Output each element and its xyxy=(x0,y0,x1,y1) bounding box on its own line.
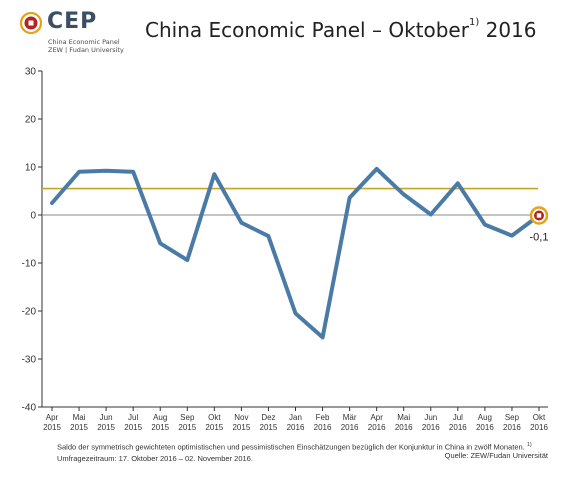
x-tick-label-year: 2015 xyxy=(205,423,223,432)
chart-title-footnote-marker: 1) xyxy=(468,17,480,28)
x-tick-label-year: 2015 xyxy=(232,423,250,432)
y-tick-label: -30 xyxy=(22,355,37,366)
x-tick-label-year: 2015 xyxy=(151,423,169,432)
y-tick-label: 10 xyxy=(25,163,37,174)
x-tick-label-month: Mai xyxy=(73,413,86,422)
x-tick-label-year: 2016 xyxy=(476,423,494,432)
cep-logo: CEP China Economic Panel ZEW | Fudan Uni… xyxy=(20,8,130,54)
y-tick-label: -40 xyxy=(22,403,37,414)
x-tick-label-month: Okt xyxy=(208,413,221,422)
chart-title: China Economic Panel – Oktober1) 2016 xyxy=(145,17,537,42)
x-tick-label-month: Jun xyxy=(424,413,437,422)
footnote: Saldo der symmetrisch gewichteten optimi… xyxy=(57,440,552,464)
x-tick-label-year: 2015 xyxy=(260,423,278,432)
series-line xyxy=(50,166,541,340)
x-tick-label-year: 2016 xyxy=(530,423,548,432)
y-tick-label: 0 xyxy=(30,211,36,222)
x-tick-label-year: 2015 xyxy=(97,423,115,432)
x-tick-label-year: 2016 xyxy=(287,423,305,432)
y-tick-label: 20 xyxy=(25,115,37,126)
x-tick-label-month: Mär xyxy=(343,413,357,422)
x-tick-label-month: Nov xyxy=(234,413,248,422)
x-tick-label-year: 2016 xyxy=(422,423,440,432)
x-tick-label-month: Aug xyxy=(478,413,492,422)
last-value-label: -0,1 xyxy=(530,231,549,243)
x-tick-label-month: Jan xyxy=(289,413,302,422)
x-tick-label-month: Feb xyxy=(316,413,330,422)
logo-subtitle-line1: China Economic Panel xyxy=(48,38,120,46)
x-tick-label-year: 2016 xyxy=(395,423,413,432)
x-tick-label-month: Okt xyxy=(533,413,546,422)
footnote-marker: 1) xyxy=(526,442,532,448)
x-tick-label-year: 2016 xyxy=(503,423,521,432)
chart-title-main: China Economic Panel – Oktober xyxy=(145,18,469,42)
footnote-text: Saldo der symmetrisch gewichteten optimi… xyxy=(57,442,527,452)
y-tick-label: 30 xyxy=(25,67,37,78)
x-tick-label-month: Apr xyxy=(370,413,383,422)
x-tick-label-year: 2016 xyxy=(449,423,467,432)
logo-subtitle-line2: ZEW | Fudan University xyxy=(48,46,124,54)
last-point-marker-center xyxy=(536,213,542,218)
x-tick-label-month: Sep xyxy=(505,413,520,422)
y-tick-label: -10 xyxy=(22,259,37,270)
x-tick-label-year: 2015 xyxy=(124,423,142,432)
x-tick-label-month: Sep xyxy=(180,413,195,422)
x-tick-label-month: Aug xyxy=(153,413,167,422)
x-tick-label-year: 2016 xyxy=(341,423,359,432)
x-tick-label-month: Jun xyxy=(100,413,113,422)
y-tick-label: -20 xyxy=(22,307,37,318)
x-tick-label-month: Jul xyxy=(453,413,463,422)
x-tick-label-month: Jul xyxy=(128,413,138,422)
footnote-survey-period: Umfragezeitraum: 17. Oktober 2016 – 02. … xyxy=(57,453,253,463)
x-tick-label-year: 2016 xyxy=(314,423,332,432)
cep-logo-icon xyxy=(20,12,42,34)
x-tick-label-year: 2015 xyxy=(178,423,196,432)
x-tick-label-year: 2015 xyxy=(43,423,61,432)
x-tick-label-year: 2015 xyxy=(70,423,88,432)
chart-title-year: 2016 xyxy=(479,18,537,42)
x-tick-label-month: Dez xyxy=(261,413,275,422)
x-tick-label-year: 2016 xyxy=(368,423,386,432)
x-tick-label-month: Apr xyxy=(46,413,59,422)
x-tick-label-month: Mai xyxy=(397,413,410,422)
source-note: Quelle: ZEW/Fudan Universität xyxy=(444,451,548,460)
logo-wordmark: CEP xyxy=(47,9,98,34)
